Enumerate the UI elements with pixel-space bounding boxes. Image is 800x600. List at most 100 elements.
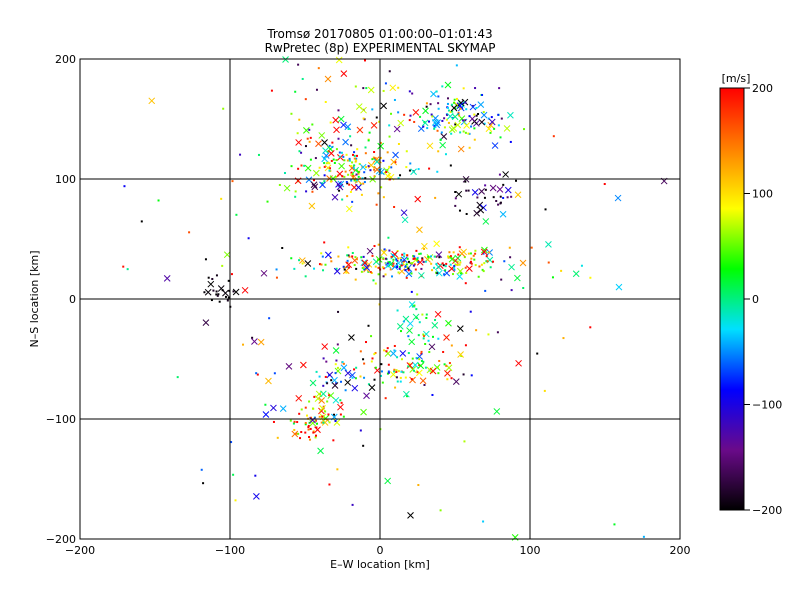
scatter-point-x [460, 248, 468, 256]
scatter-point [426, 127, 429, 130]
scatter-point [360, 256, 363, 259]
scatter-point [308, 128, 311, 131]
scatter-point [387, 363, 390, 366]
scatter-point [355, 267, 358, 270]
scatter-point [275, 268, 278, 271]
scatter-point-x [469, 103, 477, 111]
scatter-point [417, 484, 420, 487]
scatter-point [385, 350, 388, 353]
scatter-point-x [337, 115, 345, 123]
scatter-point [560, 269, 563, 272]
scatter-point [436, 170, 439, 173]
scatter-point [313, 267, 316, 270]
scatter-point [140, 220, 143, 223]
scatter-point [297, 63, 300, 66]
scatter-point [446, 102, 449, 105]
scatter-point [344, 170, 347, 173]
scatter-point-x [478, 187, 486, 195]
scatter-point [361, 266, 364, 269]
scatter-point [362, 182, 365, 185]
scatter-point [477, 275, 480, 278]
scatter-point-x [344, 123, 352, 131]
scatter-point [406, 254, 409, 257]
scatter-point [321, 255, 324, 258]
scatter-point-x [345, 205, 353, 213]
scatter-point [355, 159, 358, 162]
scatter-point-x [365, 261, 373, 268]
scatter-point [454, 263, 457, 266]
scatter-point [474, 252, 477, 255]
scatter-point [312, 431, 315, 434]
scatter-point [416, 293, 419, 296]
scatter-point-x [295, 139, 303, 146]
scatter-point [247, 237, 250, 240]
scatter-point-x [270, 404, 277, 412]
scatter-point [242, 343, 245, 346]
scatter-point [389, 268, 392, 271]
scatter-point [352, 166, 355, 169]
scatter-point-x [422, 107, 429, 115]
scatter-point [336, 343, 339, 346]
scatter-point [331, 146, 334, 149]
scatter-point-x [265, 377, 272, 385]
scatter-point [251, 336, 254, 339]
scatter-point-x [349, 371, 356, 379]
scatter-point [403, 252, 406, 255]
scatter-point [484, 289, 487, 292]
scatter-point [338, 189, 341, 192]
scatter-point-x [384, 172, 392, 180]
scatter-point [126, 268, 129, 271]
scatter-point [210, 299, 213, 302]
scatter-point-x [451, 257, 459, 265]
scatter-point [330, 260, 333, 263]
scatter-point [382, 159, 385, 162]
scatter-point [489, 131, 492, 134]
scatter-point-x [291, 430, 299, 438]
scatter-point-x [321, 155, 329, 163]
scatter-point [239, 153, 242, 156]
scatter-point [482, 111, 485, 114]
scatter-point-x [356, 126, 364, 134]
scatter-point [296, 421, 299, 424]
scatter-point [373, 378, 376, 381]
scatter-point [391, 254, 394, 257]
scatter-point [474, 249, 477, 252]
scatter-point [411, 357, 414, 360]
scatter-point [437, 150, 440, 153]
scatter-point [370, 335, 373, 338]
scatter-point-x [414, 195, 422, 203]
scatter-point [322, 421, 325, 424]
scatter-point [351, 175, 354, 178]
scatter-point [335, 267, 338, 270]
scatter-point-x [435, 263, 442, 271]
scatter-point-x [251, 338, 258, 345]
scatter-point-x [336, 183, 344, 191]
scatter-point-x [309, 379, 317, 387]
scatter-point [234, 499, 237, 502]
scatter-point [464, 282, 467, 285]
scatter-point [273, 372, 276, 375]
scatter-point [362, 358, 365, 361]
scatter-point [420, 359, 423, 362]
scatter-point [386, 169, 389, 172]
scatter-point-x [331, 193, 339, 201]
scatter-point [424, 260, 427, 263]
scatter-point [407, 365, 410, 368]
scatter-point [309, 158, 312, 161]
scatter-point [434, 196, 437, 199]
scatter-point-x [488, 118, 496, 126]
scatter-point-x [295, 394, 303, 402]
scatter-point [425, 313, 428, 316]
scatter-point [308, 438, 311, 441]
scatter-point [356, 148, 359, 151]
scatter-point [384, 82, 387, 85]
scatter-point [423, 335, 426, 338]
scatter-point [387, 370, 390, 373]
scatter-point [396, 266, 399, 269]
x-tick-label: 200 [670, 544, 691, 557]
scatter-point [360, 270, 363, 273]
scatter-point [429, 103, 432, 106]
scatter-point [406, 266, 409, 269]
scatter-point [409, 114, 412, 117]
scatter-point [497, 113, 500, 116]
